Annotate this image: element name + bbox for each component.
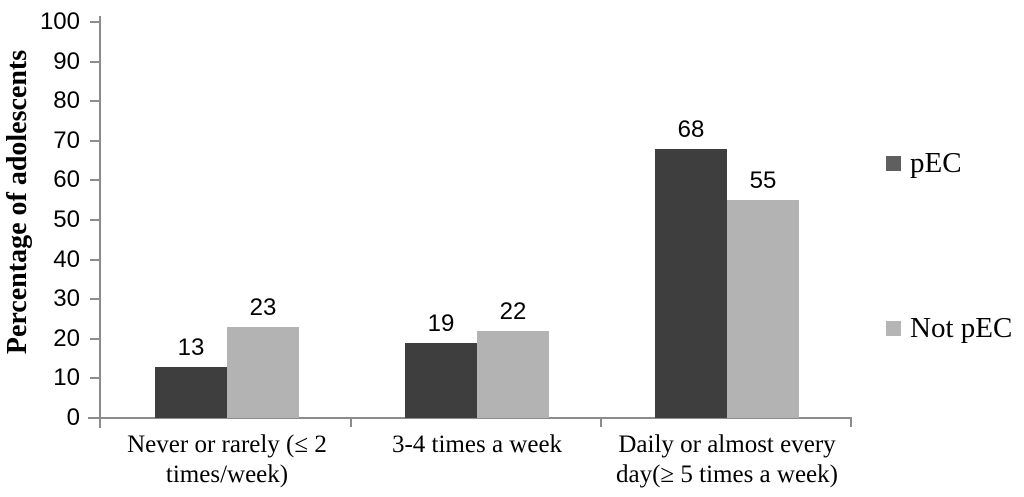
y-axis-tick xyxy=(90,377,99,380)
x-axis-tick xyxy=(350,418,352,427)
y-axis-tick xyxy=(90,100,99,103)
x-axis-category-label-line: 3-4 times a week xyxy=(391,431,563,458)
legend-item-pec: pEC xyxy=(886,145,962,181)
y-axis-tick xyxy=(90,219,99,221)
bar-not-pec xyxy=(727,200,799,418)
x-axis-category-label: Never or rarely (≤ 2 times/week) xyxy=(92,430,362,490)
legend-label-not-pec: Not pEC xyxy=(910,312,1013,344)
bar-not-pec xyxy=(477,330,549,418)
legend-label-pec: pEC xyxy=(910,147,962,179)
bar-value-label: 68 xyxy=(677,115,705,143)
legend-swatch-not-pec xyxy=(886,320,901,336)
x-axis-category-label-line: Daily or almost every xyxy=(618,431,836,458)
y-axis-tick-label: 40 xyxy=(53,245,80,273)
x-axis-category-label: Daily or almost every day(≥ 5 times a wee… xyxy=(592,430,862,490)
y-axis-tick xyxy=(90,21,99,23)
x-axis-category-label-line: day(≥ 5 times a week) xyxy=(616,461,838,488)
y-axis-tick xyxy=(90,337,99,340)
legend-item-not-pec: Not pEC xyxy=(886,310,1012,346)
y-axis-tick-label: 60 xyxy=(53,166,80,194)
bar-not-pec xyxy=(227,326,299,418)
y-axis-tick-label: 90 xyxy=(53,47,80,75)
bar-pec xyxy=(655,148,727,418)
bar-value-label: 23 xyxy=(249,293,277,321)
y-axis-tick-label: 80 xyxy=(53,87,80,115)
bar-pec xyxy=(155,366,227,418)
y-axis-tick xyxy=(90,179,99,182)
y-axis-tick xyxy=(90,60,99,63)
y-axis-tick-label: 0 xyxy=(66,404,80,431)
x-axis-category-label: 3-4 times a week xyxy=(342,430,612,460)
bar-pec xyxy=(405,342,477,418)
legend-swatch-pec xyxy=(886,155,901,171)
y-axis-tick-label: 70 xyxy=(53,126,80,154)
y-axis-tick-label: 50 xyxy=(53,206,80,233)
y-axis-tick-label: 10 xyxy=(53,364,80,392)
bar-value-label: 55 xyxy=(749,167,777,195)
bar-value-label: 19 xyxy=(427,309,455,337)
x-axis-tick xyxy=(850,418,852,427)
bar-value-label: 13 xyxy=(177,333,205,361)
y-axis-tick xyxy=(90,298,99,301)
y-axis-tick-label: 100 xyxy=(39,8,80,35)
y-axis-line xyxy=(99,16,101,428)
y-axis-tick xyxy=(90,258,99,261)
bar-value-label: 22 xyxy=(499,297,527,325)
x-axis-tick xyxy=(600,418,602,427)
x-axis-category-label-line: Never or rarely (≤ 2 xyxy=(127,431,327,458)
y-axis-tick-label: 20 xyxy=(53,324,80,352)
x-axis-category-label-line: times/week) xyxy=(165,461,289,488)
y-axis-tick-label: 30 xyxy=(53,285,80,313)
y-axis-tick xyxy=(90,139,99,142)
x-axis-line xyxy=(88,417,852,419)
